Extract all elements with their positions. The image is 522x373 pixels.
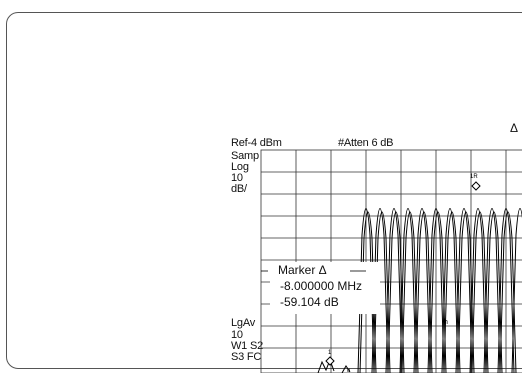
average-value-label: 10: [231, 329, 243, 341]
trace-mark-mid: h: [444, 319, 448, 326]
trace: [317, 208, 522, 373]
marker-title: Marker Δ: [278, 263, 327, 277]
scale-value-label: 10: [231, 172, 243, 184]
marker-frequency: -8.000000 MHz: [280, 279, 363, 293]
detector-label: Samp: [231, 150, 259, 162]
marker-1r-symbol: [471, 181, 481, 191]
graticule: [260, 149, 522, 373]
scale-type-label: Log: [231, 161, 249, 173]
window-1-label: W1 S2: [231, 340, 264, 352]
average-type-label: LgAv: [231, 317, 256, 329]
marker-1r-label: 1R: [470, 174, 478, 180]
attenuation-label: #Atten 6 dB: [338, 137, 394, 149]
marker-amplitude: -59.104 dB: [280, 295, 339, 309]
delta-indicator: Δ: [510, 121, 518, 135]
window-2-label: S3 FC: [231, 351, 262, 363]
scale-unit-label: dB/: [231, 183, 247, 195]
display-frame: [6, 12, 522, 369]
reference-level-label: Ref-4 dBm: [231, 137, 282, 149]
marker-1-symbol: [325, 356, 335, 366]
trace-mark-h: u: [347, 368, 350, 373]
marker-1-label: 1: [328, 350, 332, 356]
